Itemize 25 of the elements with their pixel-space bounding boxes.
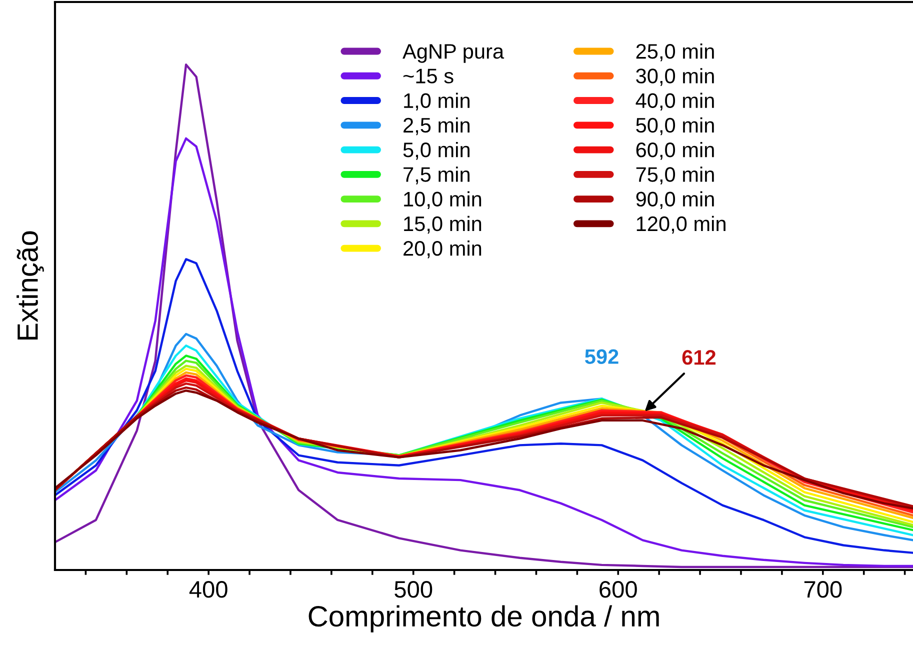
legend-label: 15,0 min: [404, 216, 482, 234]
y-axis-title: Extinção: [16, 231, 44, 340]
legend-label: 5,0 min: [403, 142, 470, 160]
legend-label: 50,0 min: [636, 117, 714, 136]
legend-label: 20,0 min: [404, 240, 482, 258]
annotation: 612: [682, 350, 716, 365]
legend-label: 120,0 min: [636, 216, 726, 234]
legend-label: 10,0 min: [404, 191, 482, 210]
legend-label: 7,5 min: [404, 166, 470, 184]
legend-label: 25,0 min: [636, 43, 714, 62]
legend-label: ~15 s: [403, 68, 454, 84]
legend-label: 60,0 min: [636, 142, 714, 160]
legend-label: 75,0 min: [636, 166, 714, 184]
legend-label: AgNP pura: [402, 44, 504, 63]
x-tick-label: 700: [804, 581, 842, 598]
legend-label: 1,0 min: [404, 92, 470, 110]
legend-label: 2,5 min: [404, 117, 470, 136]
x-axis-title: Comprimento de onda / nm: [308, 605, 659, 632]
legend-label: 40,0 min: [636, 92, 714, 110]
annotation: 592: [585, 349, 618, 364]
legend-label: 90,0 min: [636, 191, 714, 210]
x-tick-label: 600: [600, 581, 637, 598]
x-tick-label: 500: [394, 581, 432, 598]
x-tick-label: 400: [189, 581, 228, 598]
legend-label: 30,0 min: [636, 68, 714, 86]
